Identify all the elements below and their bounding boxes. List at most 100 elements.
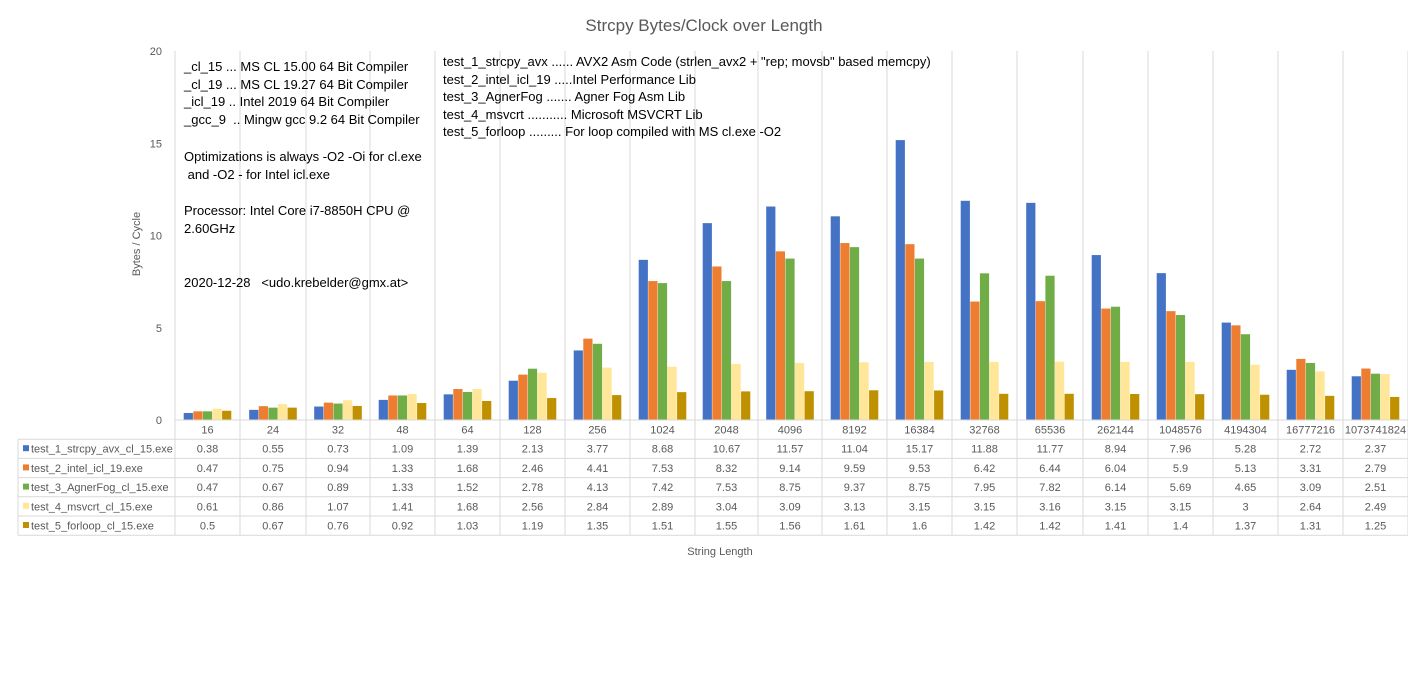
bar	[785, 258, 795, 420]
legend-swatch	[23, 483, 29, 490]
data-label: 1.61	[844, 521, 865, 533]
data-label: 3.15	[909, 501, 930, 513]
data-label: 1.19	[522, 521, 543, 533]
legend-label: test_3_AgnerFog_cl_15.exe	[31, 482, 169, 494]
bar	[1231, 325, 1241, 420]
data-label: 1.51	[652, 521, 673, 533]
bar	[1351, 376, 1361, 420]
bar	[592, 343, 603, 420]
bar	[573, 350, 583, 420]
compiler-note: _icl_19 .. Intel 2019 64 Bit Compiler	[184, 94, 390, 109]
data-label: 2.89	[652, 501, 673, 513]
bar	[1166, 311, 1176, 420]
legend-label: test_1_strcpy_avx_cl_15.exe	[31, 444, 173, 456]
x-tick-label: 64	[461, 425, 473, 437]
bar	[924, 361, 934, 420]
data-label: 7.96	[1170, 444, 1191, 456]
bar	[960, 200, 970, 420]
data-label: 3.31	[1300, 463, 1321, 475]
bar	[472, 389, 482, 420]
bar	[268, 407, 278, 420]
data-label: 3	[1242, 501, 1248, 513]
bar	[453, 389, 463, 420]
bar	[537, 372, 547, 420]
bar	[895, 140, 905, 420]
bar	[1185, 361, 1195, 420]
test-note: test_5_forloop ......... For loop compil…	[443, 124, 782, 139]
data-label: 9.14	[779, 463, 800, 475]
data-label: 1.68	[457, 463, 478, 475]
data-label: 5.69	[1170, 482, 1191, 494]
data-label: 0.75	[262, 463, 283, 475]
bar	[775, 251, 785, 420]
data-label: 2.37	[1365, 444, 1386, 456]
test-note: test_1_strcpy_avx ...... AVX2 Asm Code (…	[443, 54, 931, 69]
bar	[1195, 394, 1205, 420]
bar	[258, 406, 268, 420]
bar	[443, 394, 453, 420]
x-tick-label: 32768	[969, 425, 1000, 437]
bar	[343, 400, 353, 420]
data-label: 5.13	[1235, 463, 1256, 475]
data-label: 1.6	[912, 521, 927, 533]
author-note: 2020-12-28 <udo.krebelder@gmx.at>	[184, 274, 408, 292]
x-axis-label: String Length	[687, 546, 753, 558]
test-note: test_4_msvcrt ........... Microsoft MSVC…	[443, 106, 703, 122]
data-label: 0.47	[197, 463, 218, 475]
data-label: 2.51	[1365, 482, 1386, 494]
bar	[648, 281, 658, 420]
y-axis-label: Bytes / Cycle	[131, 211, 143, 277]
x-tick-label: 256	[588, 425, 606, 437]
data-label: 1.39	[457, 444, 478, 456]
bar	[333, 403, 343, 420]
bar	[508, 380, 518, 420]
data-label: 8.75	[909, 482, 930, 494]
data-label: 3.13	[844, 501, 865, 513]
data-label: 8.94	[1105, 444, 1126, 456]
bar	[1250, 364, 1260, 420]
data-label: 0.38	[197, 444, 218, 456]
bar	[397, 395, 408, 420]
bar	[1221, 322, 1231, 420]
bar	[657, 283, 668, 420]
bar	[721, 281, 732, 420]
data-label: 1.35	[587, 521, 608, 533]
bar	[1325, 395, 1335, 420]
data-label: 1.09	[392, 444, 413, 456]
data-label: 1.03	[457, 521, 478, 533]
bar	[979, 273, 990, 420]
data-label: 2.49	[1365, 501, 1386, 513]
x-tick-label: 16777216	[1286, 425, 1335, 437]
y-tick-label: 20	[150, 46, 162, 58]
bar	[1091, 255, 1101, 420]
bar	[869, 390, 879, 420]
data-label: 3.04	[716, 501, 737, 513]
data-label: 1.56	[779, 521, 800, 533]
data-label: 7.53	[652, 463, 673, 475]
data-label: 8.75	[779, 482, 800, 494]
bar	[1101, 308, 1111, 420]
bar	[378, 399, 388, 420]
x-tick-label: 16	[201, 425, 213, 437]
bar	[667, 366, 677, 420]
bar	[795, 362, 805, 420]
bar	[193, 411, 203, 420]
data-label: 1.25	[1365, 521, 1386, 533]
bar	[527, 368, 538, 420]
optimization-notes: Optimizations is always -O2 -Oi for cl.e…	[184, 148, 422, 183]
bar	[602, 367, 612, 420]
data-label: 0.73	[327, 444, 348, 456]
bar	[482, 400, 492, 420]
bar	[712, 266, 722, 420]
bar	[731, 363, 741, 420]
y-tick-label: 15	[150, 138, 162, 150]
data-label: 0.92	[392, 521, 413, 533]
compiler-note: _gcc_9 .. Mingw gcc 9.2 64 Bit Compiler	[184, 111, 420, 127]
x-tick-label: 128	[523, 425, 541, 437]
y-tick-label: 5	[156, 323, 162, 335]
bar	[766, 206, 776, 420]
data-label: 0.5	[200, 521, 215, 533]
data-label: 6.04	[1105, 463, 1126, 475]
legend-label: test_5_forloop_cl_15.exe	[31, 521, 154, 533]
